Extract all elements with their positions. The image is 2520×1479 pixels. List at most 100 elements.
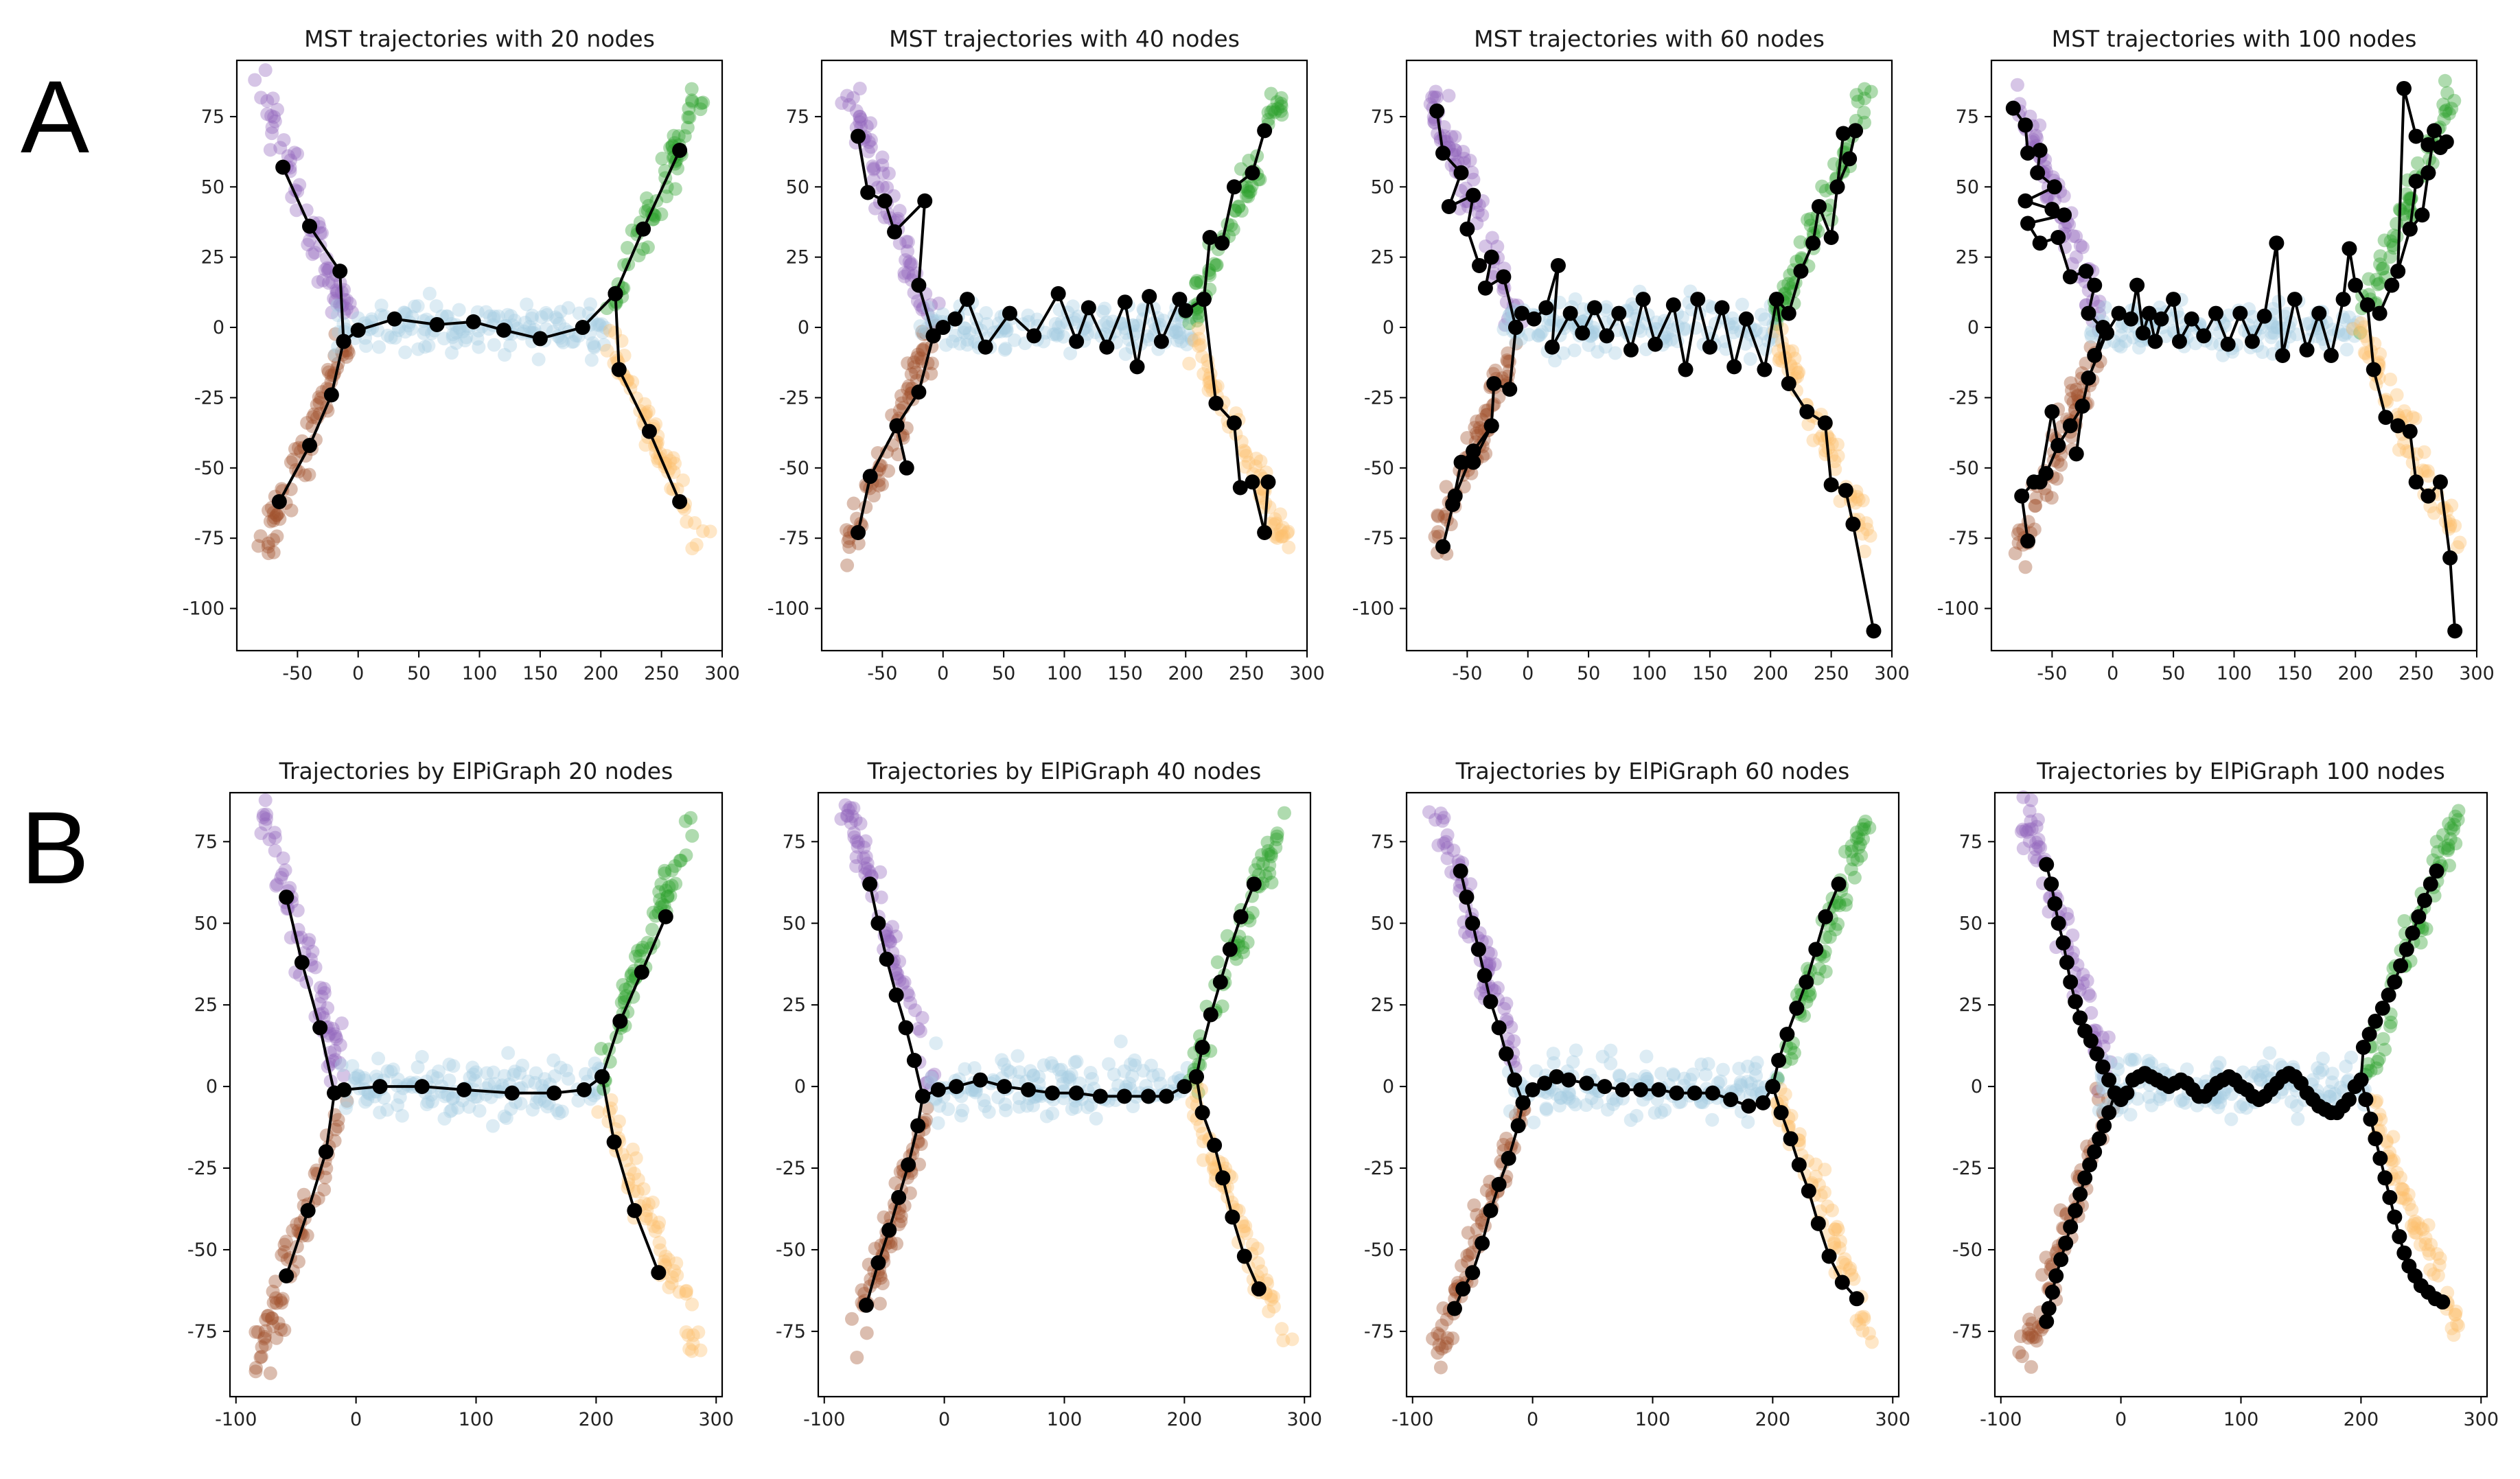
scatter-point-orange (621, 373, 635, 388)
trajectory-node (1496, 269, 1512, 285)
axes-frame (235, 59, 724, 652)
trajectory-node (1508, 320, 1524, 336)
scatter-point-lightblue (1582, 338, 1596, 352)
scatter-point-lightblue (520, 297, 534, 312)
scatter-point-lightblue (913, 319, 927, 334)
y-tick-label: 75 (1959, 831, 1983, 852)
scatter-point-green (1858, 91, 1872, 106)
trajectory-node (532, 331, 548, 347)
scatter-point-brown (307, 407, 321, 421)
scatter-point-brown (859, 1326, 874, 1340)
trajectory-node (2275, 348, 2291, 363)
scatter-point-green (2353, 325, 2368, 340)
scatter-point-brown (312, 390, 326, 404)
scatter-point-purple (897, 266, 912, 280)
trajectory-node (1214, 235, 1230, 251)
scatter-point-lightblue (1630, 1108, 1644, 1123)
scatter-point-lightblue (1650, 315, 1664, 329)
scatter-point-brown (298, 468, 312, 482)
trajectory-node (906, 1053, 922, 1069)
y-tick-label: -25 (187, 1158, 218, 1179)
scatter-point-lightblue (2083, 327, 2098, 341)
scatter-point-lightblue (1626, 301, 1641, 315)
scatter-point-orange (1852, 1317, 1866, 1331)
scatter-point-lightblue (2123, 1108, 2138, 1122)
scatter-point-brown (851, 536, 866, 550)
scatter-point-brown (284, 455, 298, 469)
trajectory-node (2041, 1301, 2057, 1316)
scatter-point-purple (2080, 974, 2094, 988)
y-tick-label: 25 (194, 994, 218, 1016)
y-tick-label: 75 (194, 831, 218, 852)
scatter-point-lightblue (1115, 316, 1130, 331)
scatter-point-lightblue (1743, 351, 1757, 366)
scatter-point-brown (2069, 382, 2083, 397)
trajectory-node (627, 1202, 643, 1218)
trajectory-node (1453, 454, 1469, 470)
trajectory-node (2359, 297, 2375, 313)
scatter-point-orange (687, 516, 702, 531)
trajectory-node (2044, 404, 2060, 419)
scatter-point-brown (261, 536, 275, 550)
scatter-point-green (1228, 204, 1242, 218)
trajectory-node (1455, 1281, 1471, 1297)
scatter-point-lightblue (1586, 325, 1600, 340)
scatter-point-purple (267, 110, 281, 124)
scatter-point-green (684, 93, 699, 108)
trajectory-node (2081, 305, 2096, 321)
scatter-point-lightblue (507, 313, 522, 327)
scatter-point-green (667, 128, 681, 143)
scatter-point-lightblue (1118, 347, 1133, 361)
trajectory-node (1799, 404, 1815, 419)
background-scatter (2008, 73, 2467, 574)
scatter-point-lightblue (1065, 299, 1080, 314)
scatter-point-orange (1266, 1290, 1280, 1304)
trajectory-node (2366, 362, 2381, 377)
scatter-point-lightblue (487, 338, 501, 352)
background-scatter (1423, 82, 1878, 561)
trajectory-node (504, 1085, 520, 1101)
x-tick-label: 50 (407, 663, 430, 684)
trajectory-node (2411, 909, 2427, 924)
scatter-point-orange (685, 1297, 700, 1312)
scatter-point-purple (859, 119, 874, 134)
scatter-point-lightblue (2084, 329, 2099, 344)
scatter-point-purple (1422, 805, 1436, 819)
scatter-point-orange (1858, 544, 1872, 559)
trajectory-node (899, 460, 914, 476)
y-tick-label: -50 (1364, 1239, 1394, 1261)
scatter-point-purple (903, 257, 918, 272)
scatter-point-lightblue (1514, 331, 1528, 346)
scatter-point-lightblue (1166, 325, 1180, 340)
scatter-point-purple (2030, 131, 2044, 145)
trajectory-node (2256, 308, 2272, 324)
trajectory-node (2361, 1027, 2377, 1042)
scatter-point-lightblue (1156, 313, 1170, 327)
trajectory-node (1236, 1248, 1252, 1264)
scatter-point-lightblue (2125, 1053, 2139, 1068)
scatter-point-green (2439, 103, 2453, 117)
trajectory-node (2355, 1040, 2371, 1056)
scatter-point-brown (894, 396, 909, 410)
scatter-point-brown (263, 1366, 277, 1380)
scatter-point-lightblue (540, 307, 554, 322)
trajectory-node (1445, 497, 1461, 513)
scatter-point-orange (1849, 484, 1864, 498)
trajectory-node (1836, 126, 1851, 141)
trajectory-node (2032, 235, 2048, 251)
scatter-point-orange (1276, 528, 1291, 543)
trajectory-node (2068, 446, 2084, 462)
scatter-point-brown (269, 1296, 284, 1310)
subplot-title: MST trajectories with 100 nodes (2052, 25, 2417, 52)
scatter-point-brown (904, 367, 918, 382)
scatter-point-green (1245, 179, 1259, 194)
trajectory-node (910, 1118, 926, 1134)
scatter-point-purple (316, 273, 330, 288)
scatter-point-lightblue (449, 336, 463, 350)
scatter-point-lightblue (459, 330, 474, 345)
scatter-point-green (1277, 806, 1291, 820)
scatter-point-orange (695, 524, 710, 538)
trajectory-node (2057, 207, 2072, 223)
scatter-point-purple (320, 261, 334, 275)
scatter-point-purple (258, 793, 273, 807)
